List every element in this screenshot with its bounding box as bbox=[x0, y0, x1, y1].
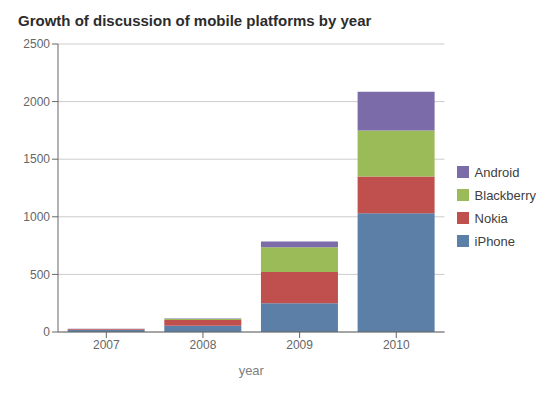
svg-text:1500: 1500 bbox=[23, 152, 50, 166]
html-text:Android: Android bbox=[474, 164, 520, 180]
svg-text:1000: 1000 bbox=[23, 210, 50, 224]
svg-text:2010: 2010 bbox=[383, 338, 410, 352]
svg-text:2007: 2007 bbox=[93, 338, 120, 352]
svg-text:2009: 2009 bbox=[286, 338, 313, 352]
svg-text:2008: 2008 bbox=[190, 338, 217, 352]
html-text:Growth of discussion of mobile: Growth of discussion of mobile platforms… bbox=[18, 12, 372, 29]
svg-text:2500: 2500 bbox=[23, 37, 50, 51]
svg-text:0: 0 bbox=[43, 325, 50, 339]
svg-text:year: year bbox=[239, 363, 265, 378]
html-text:Nokia: Nokia bbox=[474, 210, 508, 226]
svg-text:500: 500 bbox=[30, 268, 50, 282]
html-text:Blackberry: Blackberry bbox=[474, 187, 536, 203]
svg-text:2000: 2000 bbox=[23, 95, 50, 109]
html-text:iPhone: iPhone bbox=[474, 233, 516, 249]
